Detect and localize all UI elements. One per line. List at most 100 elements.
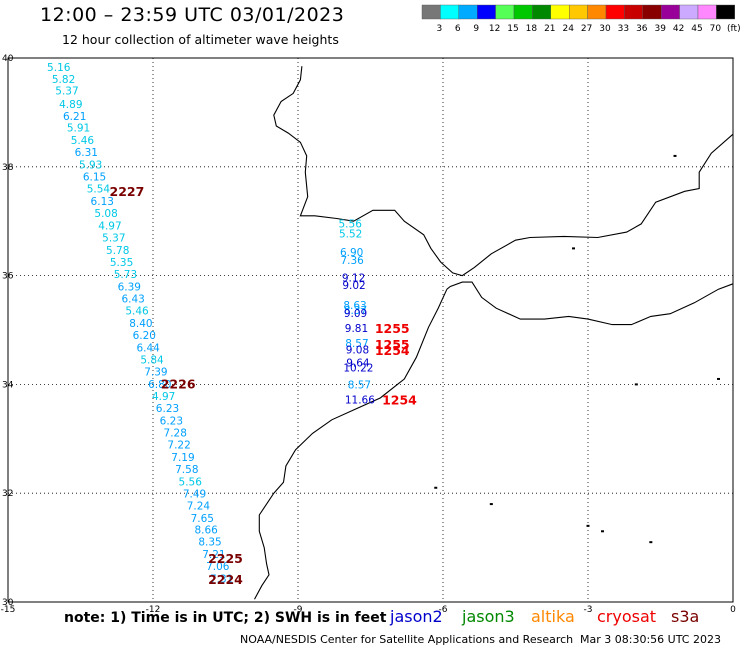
small-island — [649, 541, 653, 544]
colorbar-label: 30 — [599, 24, 611, 34]
wave-height-label: 6.21 — [63, 111, 86, 123]
wave-height-label: 11.66 — [345, 395, 375, 407]
wave-height-label: 5.91 — [67, 123, 90, 135]
colorbar-swatch — [679, 4, 699, 20]
colorbar-swatch — [477, 4, 496, 20]
colorbar: 3 6 9 12 15 18 21 24 27 30 33 36 39 42 45 70 (ft) — [421, 4, 740, 34]
colorbar-swatch — [624, 4, 644, 20]
colorbar-label: 42 — [673, 24, 684, 34]
wave-height-label: 7.28 — [164, 427, 187, 439]
colorbar-label: 18 — [526, 24, 538, 34]
colorbar-label: 24 — [562, 24, 574, 34]
small-island — [717, 377, 720, 380]
latitude-label: 34 — [2, 380, 14, 390]
colorbar-label: 9 — [473, 24, 479, 34]
colorbar-swatch — [661, 4, 680, 20]
longitude-label: -6 — [439, 605, 448, 615]
wave-height-label: 7.24 — [187, 500, 211, 512]
longitude-label: -3 — [584, 605, 593, 615]
wave-height-label: 7.31 — [210, 574, 233, 586]
colorbar-swatch — [458, 4, 478, 20]
coastline-segment — [273, 66, 734, 277]
wave-height-label: 6.44 — [136, 342, 160, 354]
colorbar-swatch — [642, 4, 662, 20]
colorbar-label: 6 — [455, 24, 461, 34]
wave-height-label: 5.08 — [94, 208, 117, 220]
colorbar-label: 33 — [618, 24, 629, 34]
latitude-label: 30 — [2, 598, 14, 608]
latitude-label: 38 — [2, 163, 14, 173]
longitude-label: -15 — [1, 605, 16, 615]
wave-height-label: 5.82 — [52, 74, 75, 86]
map-frame — [7, 57, 734, 603]
wave-height-label: 8.66 — [194, 525, 218, 537]
colorbar-swatch — [697, 4, 717, 20]
satellite-legend-jason3: jason3 — [462, 607, 515, 626]
wave-height-label: 7.21 — [202, 549, 225, 561]
wave-height-label: 6.80 — [148, 379, 171, 391]
wave-height-label: 6.90 — [340, 247, 363, 259]
colorbar-label: 21 — [544, 24, 555, 34]
wave-height-label: 9.09 — [344, 308, 367, 320]
wave-height-label: 5.16 — [47, 62, 71, 74]
wave-height-label: 9.81 — [345, 323, 368, 335]
wave-height-label: 5.52 — [339, 228, 362, 240]
wave-height-label: 9.64 — [346, 358, 370, 370]
wave-height-label: 4.97 — [152, 391, 175, 403]
wave-height-label: 5.73 — [114, 269, 137, 281]
colorbar-label: 12 — [489, 24, 500, 34]
wave-height-label: 6.15 — [83, 172, 106, 184]
longitude-label: 0 — [730, 605, 736, 615]
wave-height-label: 9.12 — [342, 272, 365, 284]
colorbar-label: 70 — [710, 24, 722, 34]
wave-height-label: 8.57 — [348, 379, 371, 391]
wave-height-label: 8.57 — [345, 338, 368, 350]
small-island — [673, 154, 677, 157]
pass-time-label: 2226 — [161, 376, 196, 391]
wave-height-label: 6.39 — [118, 282, 141, 294]
wave-height-label: 6.31 — [75, 147, 98, 159]
small-island — [586, 524, 590, 527]
wave-height-label: 7.65 — [191, 513, 214, 525]
colorbar-swatch — [605, 4, 625, 20]
pass-time-label: 2227 — [110, 184, 145, 199]
satellite-legend-cryosat: cryosat — [597, 607, 657, 626]
wave-height-label: 4.89 — [59, 99, 82, 111]
small-island — [572, 247, 575, 250]
map-grid — [7, 57, 734, 603]
wave-height-label: 5.84 — [140, 354, 164, 366]
colorbar-swatch — [440, 4, 459, 20]
colorbar-swatch — [716, 4, 736, 20]
wave-height-label: 5.93 — [79, 160, 102, 172]
longitude-label: -12 — [146, 605, 161, 615]
wave-height-label: 5.37 — [102, 233, 125, 245]
satellite-legend-s3a: s3a — [671, 607, 700, 626]
wave-height-label: 5.46 — [71, 135, 95, 147]
wave-height-label: 6.43 — [121, 294, 144, 306]
small-island — [634, 383, 638, 386]
pass-time-label: 1255 — [375, 337, 410, 352]
wave-height-label: 5.46 — [125, 306, 149, 318]
satellite-legend-altika: altika — [531, 607, 575, 626]
axis-labels: -15 -12 -9 -6 -3 0 40 38 36 34 32 30 — [1, 54, 736, 615]
colorbar-swatch — [569, 4, 588, 20]
longitude-label: -9 — [294, 605, 303, 615]
wave-height-label: 8.40 — [129, 318, 152, 330]
page-title: 12:00 – 23:59 UTC 03/01/2023 — [40, 4, 345, 26]
small-island — [489, 503, 493, 506]
pass-time-label: 1254 — [382, 393, 417, 408]
wave-height-label: 7.06 — [206, 561, 230, 573]
coastline-segment — [254, 288, 448, 600]
colorbar-label: 15 — [507, 24, 518, 34]
latitude-label: 32 — [2, 489, 13, 499]
wave-height-label: 6.20 — [133, 330, 156, 342]
wave-height-label: 5.54 — [87, 184, 111, 196]
wave-height-label: 5.56 — [179, 476, 203, 488]
colorbar-label: 36 — [636, 24, 648, 34]
wave-height-label: 5.78 — [106, 245, 129, 257]
wave-height-label: 6.13 — [91, 196, 114, 208]
small-island — [601, 530, 604, 533]
pass-time-label: 2225 — [208, 551, 243, 566]
page-subtitle: 12 hour collection of altimeter wave hei… — [62, 32, 339, 47]
